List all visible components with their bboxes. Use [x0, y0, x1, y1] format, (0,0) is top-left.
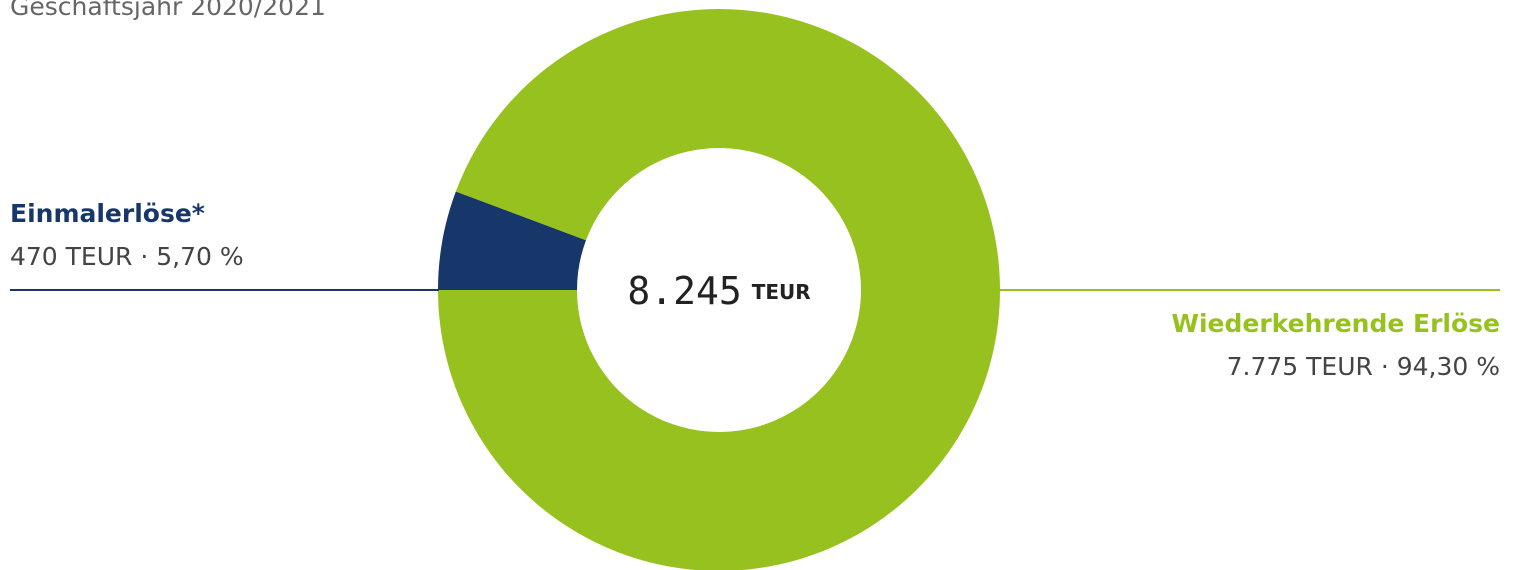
center-unit: TEUR: [752, 280, 811, 304]
center-value: 8.245: [627, 269, 741, 313]
slice: [438, 191, 587, 290]
donut: [438, 9, 1000, 570]
value-label: 470 TEUR · 5,70 %: [10, 242, 244, 271]
legend-label: Wiederkehrende Erlöse: [1171, 309, 1500, 338]
value-label: 7.775 TEUR · 94,30 %: [1227, 352, 1500, 381]
slice: [438, 9, 1000, 570]
chart-subtitle: Geschäftsjahr 2020/2021: [10, 0, 326, 21]
center-label: 8.245 TEUR: [627, 269, 810, 313]
legend-label: Einmalerlöse*: [10, 199, 205, 228]
